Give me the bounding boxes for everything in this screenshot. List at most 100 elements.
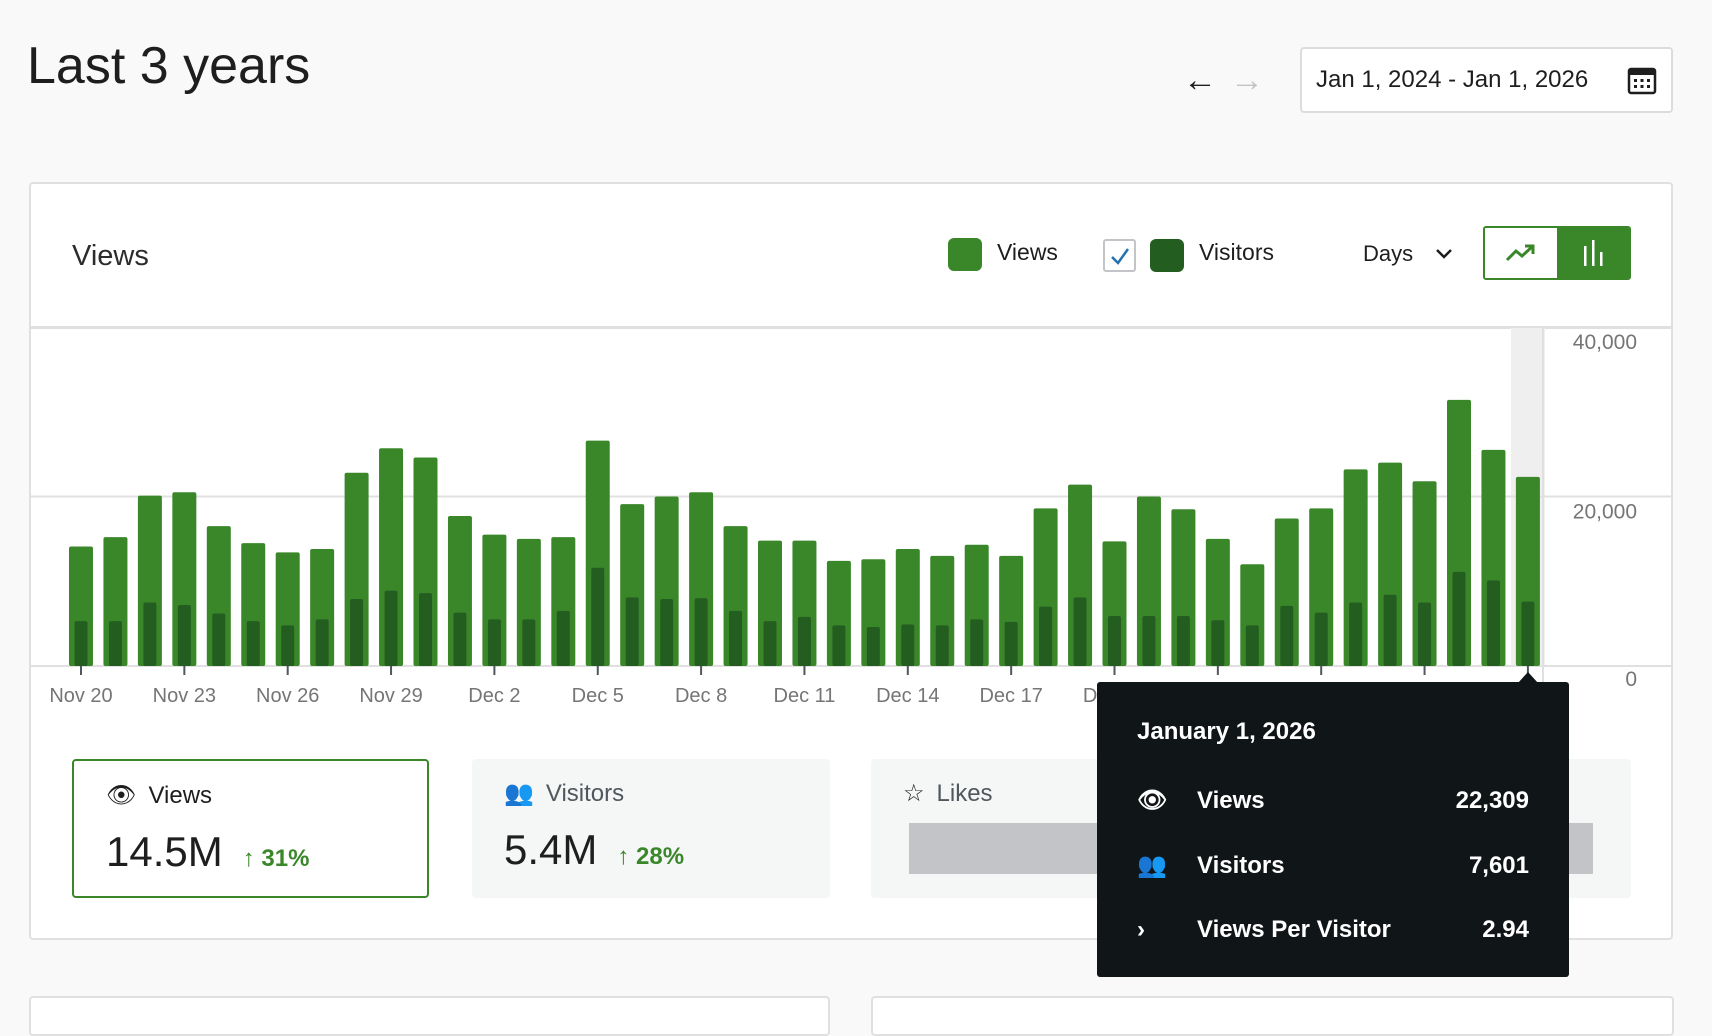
star-icon: ☆ xyxy=(903,780,925,807)
y-tick-label: 40,000 xyxy=(1573,331,1637,354)
legend-label-visitors: Visitors xyxy=(1199,239,1274,265)
x-tick-label: Nov 26 xyxy=(256,685,319,707)
page-title: Last 3 years xyxy=(27,37,311,95)
visitors-bar xyxy=(1108,615,1121,666)
tooltip-value: 22,309 xyxy=(1455,786,1529,814)
stat-value: 14.5M xyxy=(106,828,223,875)
visitors-bar xyxy=(1383,594,1397,666)
visitors-bar xyxy=(350,599,364,666)
visitors-bar xyxy=(729,610,743,666)
x-tick-label: Dec 14 xyxy=(876,685,939,707)
visitors-bar xyxy=(1142,615,1156,666)
stat-label: Views xyxy=(148,781,213,809)
legend-swatch-views xyxy=(948,238,982,271)
stat-label: Visitors xyxy=(545,779,625,807)
tooltip-label: Views Per Visitor xyxy=(1197,916,1391,943)
x-tick-label: Nov 20 xyxy=(49,685,112,707)
eye-icon: 👁 xyxy=(1137,787,1168,814)
interval-value: Days xyxy=(1363,241,1414,266)
visitors-bar xyxy=(453,612,467,666)
visitors-bar xyxy=(1314,612,1328,666)
visitors-bar xyxy=(315,619,329,666)
chevron-down-icon xyxy=(1436,249,1453,259)
visitors-bar xyxy=(1245,625,1259,666)
tooltip-label: Visitors xyxy=(1197,851,1285,879)
card-title: Views xyxy=(72,240,149,272)
visitors-bar xyxy=(143,602,157,666)
x-tick-label: Dec 11 xyxy=(774,685,836,707)
visitors-bar xyxy=(935,625,949,666)
visitors-bar xyxy=(763,621,777,666)
bottom-card-left xyxy=(29,996,830,1036)
x-tick-label: Dec 2 xyxy=(468,685,520,707)
chevron-right-icon: › xyxy=(1137,916,1145,943)
tooltip-value: 7,601 xyxy=(1468,851,1529,879)
visitors-bar xyxy=(419,593,432,666)
visitors-bar xyxy=(625,597,639,666)
date-range-label: Jan 1, 2024 - Jan 1, 2026 xyxy=(1316,66,1589,93)
visitors-bar xyxy=(694,598,708,666)
people-icon: 👥 xyxy=(504,780,534,807)
next-period-button[interactable]: → xyxy=(1230,60,1264,100)
visitors-bar xyxy=(1073,597,1087,666)
arrow-right-icon: → xyxy=(1230,61,1264,99)
eye-icon: 👁 xyxy=(106,782,137,809)
visitors-bar xyxy=(556,610,570,666)
arrow-left-icon: ← xyxy=(1183,61,1217,99)
visitors-bar xyxy=(1452,571,1466,666)
people-icon: 👥 xyxy=(1137,852,1167,879)
visitors-checkbox[interactable] xyxy=(1103,239,1136,272)
visitors-bar xyxy=(384,590,398,666)
visitors-bar xyxy=(487,619,501,666)
visitors-bar xyxy=(660,599,674,666)
visitors-bar xyxy=(1280,605,1294,666)
y-tick-label: 0 xyxy=(1625,668,1637,691)
tooltip-value: 2.94 xyxy=(1482,916,1529,943)
stat-change: ↑ 31% xyxy=(242,845,310,872)
visitors-bar xyxy=(832,625,846,666)
visitors-bar xyxy=(797,616,811,666)
checkmark-icon xyxy=(1110,247,1129,265)
stat-card-visitors[interactable]: 👥 Visitors 5.4M ↑ 28% xyxy=(472,759,830,898)
bar-chart-button[interactable] xyxy=(1557,228,1629,278)
visitors-bar xyxy=(212,613,226,666)
tooltip-label: Views xyxy=(1197,786,1265,814)
line-chart-button[interactable] xyxy=(1485,228,1557,278)
x-tick-label: Nov 29 xyxy=(359,685,422,707)
visitors-bar xyxy=(1039,606,1053,666)
stat-card-views[interactable]: 👁 Views 14.5M ↑ 31% xyxy=(72,759,429,898)
visitors-bar xyxy=(970,619,984,666)
visitors-bar xyxy=(1349,602,1363,666)
tooltip-arrow xyxy=(1518,672,1538,683)
legend-label-views: Views xyxy=(997,239,1058,265)
chart-tooltip: January 1, 2026 👁 Views 22,309 👥 Visitors 7,… xyxy=(1097,682,1569,977)
stat-change: ↑ 28% xyxy=(617,843,685,870)
chart-type-toggle xyxy=(1483,226,1631,280)
prev-period-button[interactable]: ← xyxy=(1183,60,1217,100)
tooltip-date: January 1, 2026 xyxy=(1137,718,1316,745)
x-tick-label: Nov 23 xyxy=(153,685,216,707)
bar-chart-icon xyxy=(1584,240,1603,266)
visitors-bar xyxy=(591,567,605,666)
visitors-bar xyxy=(1486,580,1500,666)
visitors-bar xyxy=(1211,620,1225,666)
visitors-bar xyxy=(1004,621,1018,666)
visitors-bar xyxy=(74,621,88,666)
x-tick-label: Dec 8 xyxy=(675,685,727,707)
stat-value: 5.4M xyxy=(504,826,598,873)
bottom-card-right xyxy=(871,996,1674,1036)
calendar-icon xyxy=(1627,67,1657,95)
x-tick-label: Dec 17 xyxy=(979,685,1042,707)
y-tick-label: 20,000 xyxy=(1573,501,1637,524)
date-range-picker[interactable]: Jan 1, 2024 - Jan 1, 2026 xyxy=(1300,47,1673,113)
interval-select[interactable]: Days xyxy=(1363,241,1453,267)
visitors-bar xyxy=(281,625,295,666)
visitors-bar xyxy=(1521,601,1535,666)
legend-swatch-visitors xyxy=(1150,239,1184,272)
visitors-bar xyxy=(1176,615,1190,666)
visitors-bar xyxy=(177,604,191,666)
stat-label: Likes xyxy=(936,779,993,807)
visitors-bar xyxy=(246,621,260,666)
visitors-bar xyxy=(901,624,915,666)
visitors-bar xyxy=(108,621,122,666)
